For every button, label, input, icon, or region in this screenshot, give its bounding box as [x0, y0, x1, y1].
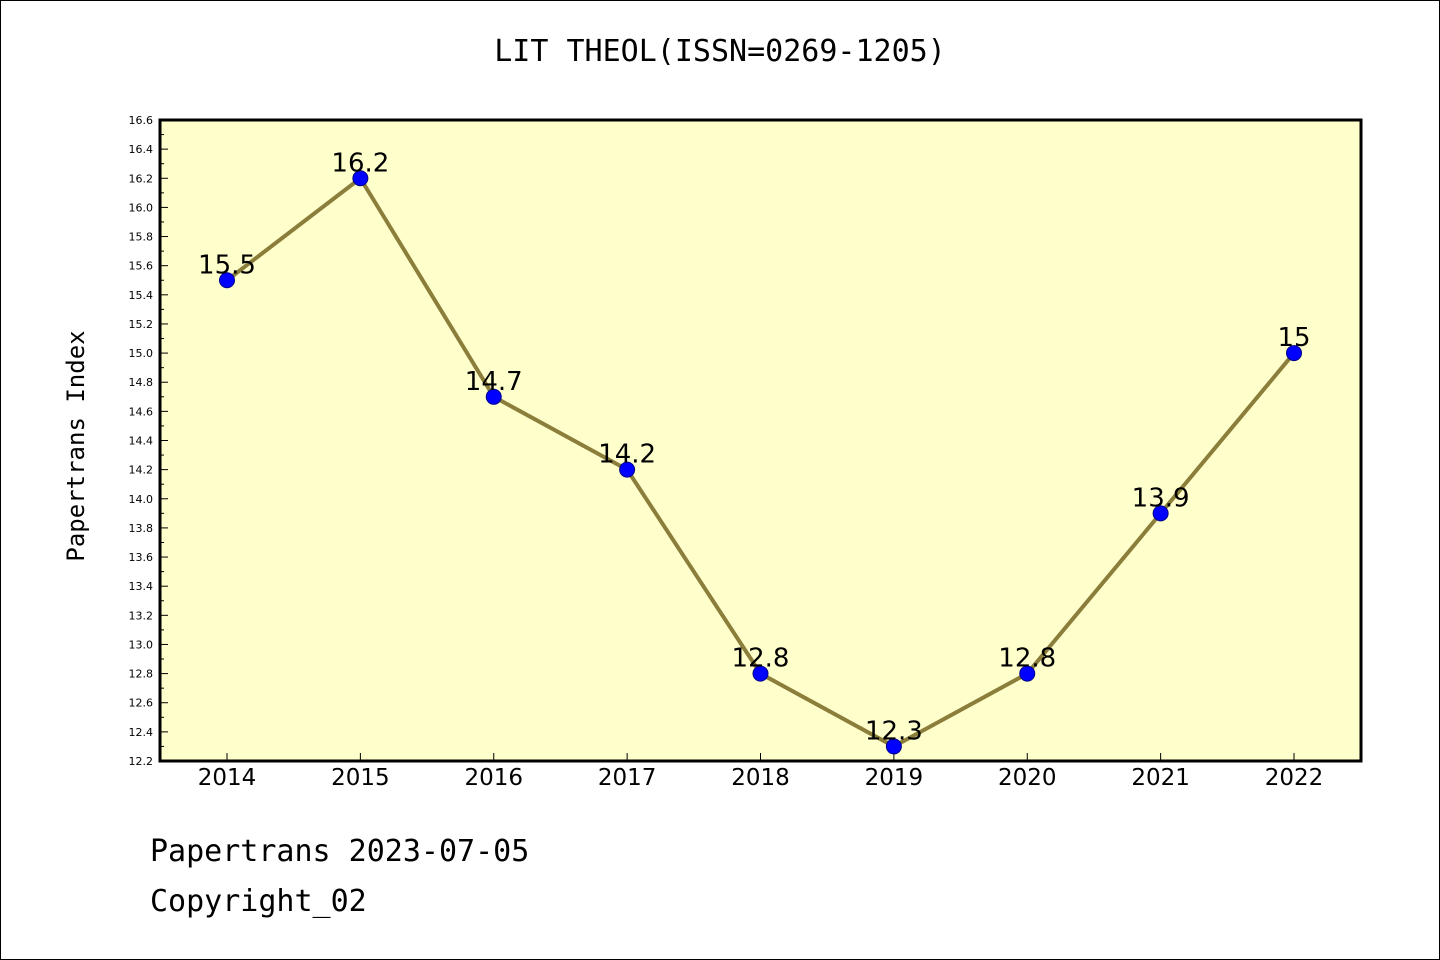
footer-date: Papertrans 2023-07-05 — [150, 834, 530, 869]
data-point — [752, 665, 769, 682]
footer-copyright: Copyright_02 — [150, 884, 367, 919]
y-tick-label: 16.0 — [129, 201, 154, 214]
y-tick-label: 16.6 — [129, 114, 154, 127]
x-tick-label: 2014 — [198, 765, 257, 791]
y-tick-label: 14.0 — [129, 493, 154, 506]
data-label: 15.5 — [198, 250, 256, 280]
data-point — [219, 272, 235, 289]
y-tick-label: 15.2 — [129, 318, 154, 331]
data-label: 14.7 — [465, 367, 523, 397]
x-tick-label: 2019 — [865, 765, 924, 791]
data-label: 14.2 — [598, 440, 656, 470]
y-tick-label: 15.0 — [129, 347, 154, 360]
data-label: 15 — [1277, 323, 1310, 353]
data-point — [885, 738, 902, 755]
y-tick-label: 15.4 — [129, 289, 154, 302]
data-point — [1286, 345, 1302, 362]
data-label: 16.2 — [331, 148, 389, 178]
data-point — [619, 461, 636, 478]
data-label: 13.9 — [1132, 483, 1190, 513]
y-tick-label: 12.6 — [129, 697, 154, 710]
data-point — [352, 170, 369, 187]
x-tick-label: 2017 — [598, 765, 657, 791]
y-axis-label: Papertrans Index — [62, 330, 90, 561]
y-tick-label: 14.6 — [129, 405, 154, 418]
y-tick-label: 13.2 — [129, 609, 154, 622]
plot-border — [158, 118, 1363, 763]
y-tick-label: 16.2 — [129, 172, 154, 185]
y-tick-label: 14.4 — [129, 435, 154, 448]
y-axis: 12.2 12.4 12.6 12.8 13.0 13.2 13.4 13.6 13.8 14.0… — [129, 114, 168, 768]
y-tick-label: 12.8 — [129, 668, 154, 681]
x-tick-label: 2015 — [331, 765, 390, 791]
series-layer: 15.5 16.2 14.7 14.2 12.8 12.3 12.8 13.9 15 — [198, 148, 1311, 755]
y-tick-label: 14.2 — [129, 464, 154, 477]
plot-area — [160, 120, 1361, 761]
x-tick-label: 2020 — [998, 765, 1057, 791]
y-tick-label: 15.8 — [129, 231, 154, 244]
y-tick-label: 13.8 — [129, 522, 154, 535]
data-point — [1019, 665, 1036, 682]
y-tick-label: 12.2 — [129, 755, 154, 768]
y-tick-label: 14.8 — [129, 376, 154, 389]
data-label: 12.8 — [732, 644, 790, 674]
y-tick-label: 12.4 — [129, 726, 154, 739]
x-tick-label: 2018 — [731, 765, 790, 791]
data-point — [485, 388, 502, 405]
y-tick-label: 13.6 — [129, 551, 154, 564]
chart-title: LIT THEOL(ISSN=0269-1205) — [494, 34, 946, 69]
x-axis: 2014 2015 2016 2017 2018 2019 2020 2021 2022 — [198, 753, 1324, 791]
y-tick-label: 16.4 — [129, 143, 154, 156]
data-label: 12.3 — [865, 716, 923, 746]
y-tick-label: 13.0 — [129, 638, 154, 651]
data-label: 12.8 — [998, 644, 1056, 674]
x-tick-label: 2016 — [464, 765, 523, 791]
x-tick-label: 2022 — [1265, 765, 1324, 791]
y-tick-label: 13.4 — [129, 580, 154, 593]
y-tick-label: 15.6 — [129, 260, 154, 273]
x-tick-label: 2021 — [1131, 765, 1190, 791]
data-point — [1152, 505, 1169, 522]
